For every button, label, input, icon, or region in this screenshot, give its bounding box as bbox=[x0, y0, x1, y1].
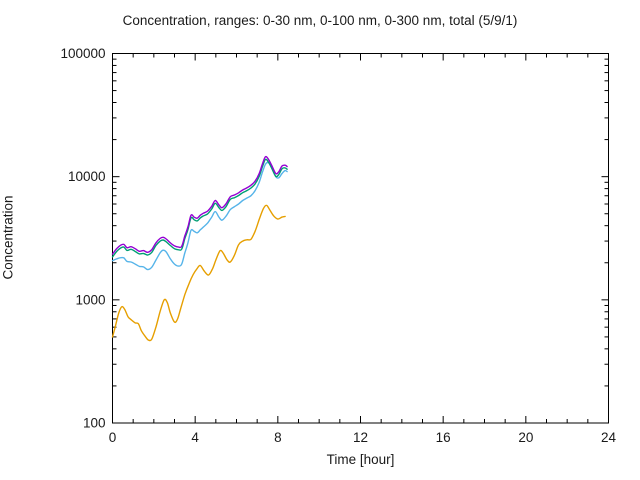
x-tick-label: 24 bbox=[601, 430, 617, 445]
x-tick-label: 0 bbox=[109, 430, 117, 445]
y-tick-label: 10000 bbox=[68, 169, 106, 184]
plot-border bbox=[112, 53, 609, 424]
series-line-0-100-nm bbox=[111, 161, 288, 271]
chart-title: Concentration, ranges: 0-30 nm, 0-100 nm… bbox=[122, 13, 518, 28]
x-axis-label: Time [hour] bbox=[326, 452, 395, 467]
y-tick-label: 100 bbox=[83, 416, 106, 431]
series-line-0-300-nm bbox=[111, 158, 288, 258]
x-tick-label: 4 bbox=[191, 430, 199, 445]
series-line-0-30-nm bbox=[111, 204, 286, 342]
series-line-total bbox=[111, 155, 288, 255]
x-tick-label: 20 bbox=[518, 430, 533, 445]
y-tick-label: 100000 bbox=[60, 46, 105, 61]
x-tick-label: 8 bbox=[274, 430, 282, 445]
x-tick-label: 16 bbox=[436, 430, 451, 445]
x-tick-label: 12 bbox=[353, 430, 368, 445]
y-tick-label: 1000 bbox=[75, 292, 105, 307]
